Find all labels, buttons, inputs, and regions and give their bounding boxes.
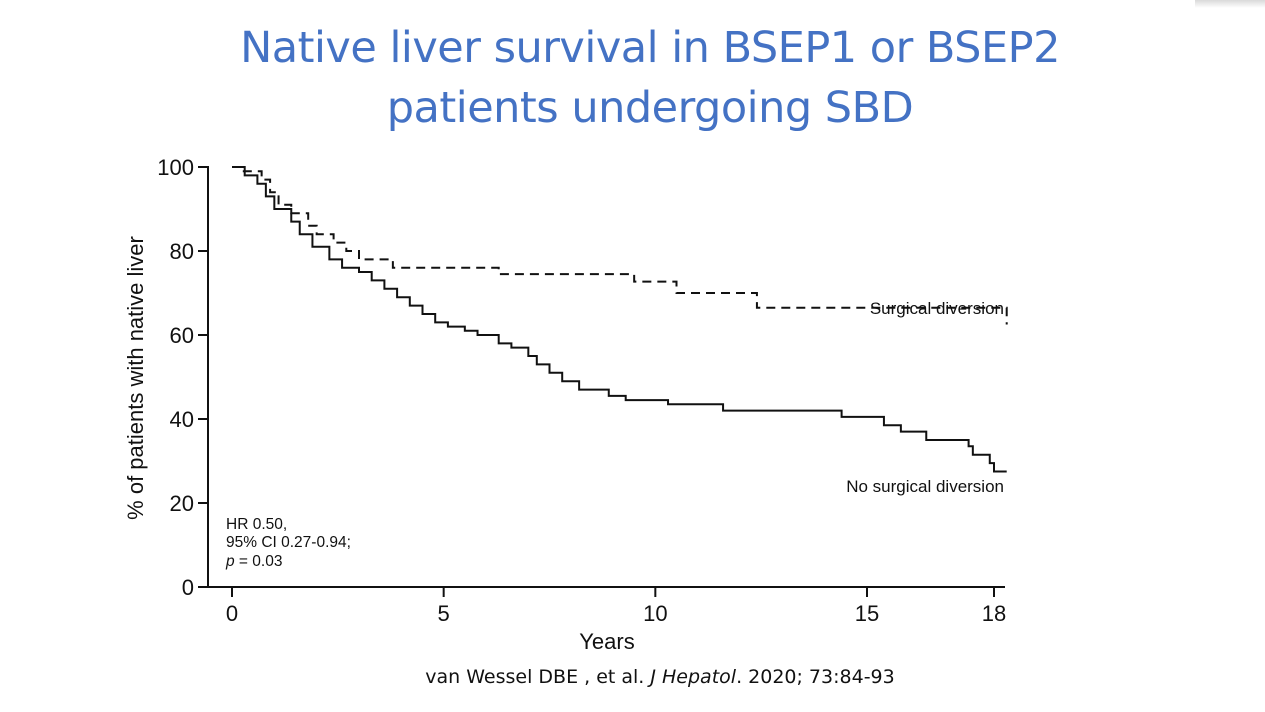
window-corner-shadow (1195, 0, 1265, 8)
legend-label-surgical-diversion: Surgical diversion (870, 299, 1004, 318)
slide-title: Native liver survival in BSEP1 or BSEP2 … (0, 18, 1265, 138)
stats-annotation: HR 0.50, 95% CI 0.27-0.94; p = 0.03 (225, 516, 351, 570)
y-tick-label: 60 (170, 323, 194, 348)
axes: 0 20 40 60 80 100 0 5 10 15 18 (157, 155, 1006, 626)
y-tick-label: 100 (157, 155, 194, 180)
y-tick-label: 0 (182, 575, 194, 600)
legend-label-no-surgical-diversion: No surgical diversion (846, 477, 1004, 496)
confidence-interval-text: 95% CI 0.27-0.94; (226, 534, 351, 551)
y-tick-label: 40 (170, 407, 194, 432)
p-symbol: p (225, 553, 235, 570)
p-value: = 0.03 (235, 553, 283, 570)
x-ticks: 0 5 10 15 18 (226, 587, 1006, 626)
p-value-text: p = 0.03 (225, 553, 282, 570)
y-tick-label: 80 (170, 239, 194, 264)
x-tick-label: 0 (226, 601, 238, 626)
slide-title-line-1: Native liver survival in BSEP1 or BSEP2 (240, 23, 1060, 73)
series-layer (232, 166, 1008, 473)
y-tick-label: 20 (170, 491, 194, 516)
citation: van Wessel DBE , et al. J Hepatol. 2020;… (0, 666, 1265, 688)
y-axis-label: % of patients with native liver (123, 236, 148, 520)
x-axis-label: Years (579, 629, 634, 654)
x-tick-label: 5 (438, 601, 450, 626)
x-tick-label: 10 (643, 601, 667, 626)
slide-title-line-2: patients undergoing SBD (386, 83, 914, 133)
hazard-ratio-text: HR 0.50, (226, 516, 287, 533)
citation-authors: van Wessel DBE , et al. (425, 666, 651, 688)
x-tick-label: 18 (982, 601, 1006, 626)
x-tick-label: 15 (855, 601, 879, 626)
citation-details: . 2020; 73:84-93 (736, 666, 895, 688)
series-line-no-surgical-diversion (232, 166, 1007, 473)
citation-journal: J Hepatol (650, 666, 737, 688)
y-ticks: 0 20 40 60 80 100 (157, 155, 208, 600)
series-line-surgical-diversion (232, 166, 1008, 325)
